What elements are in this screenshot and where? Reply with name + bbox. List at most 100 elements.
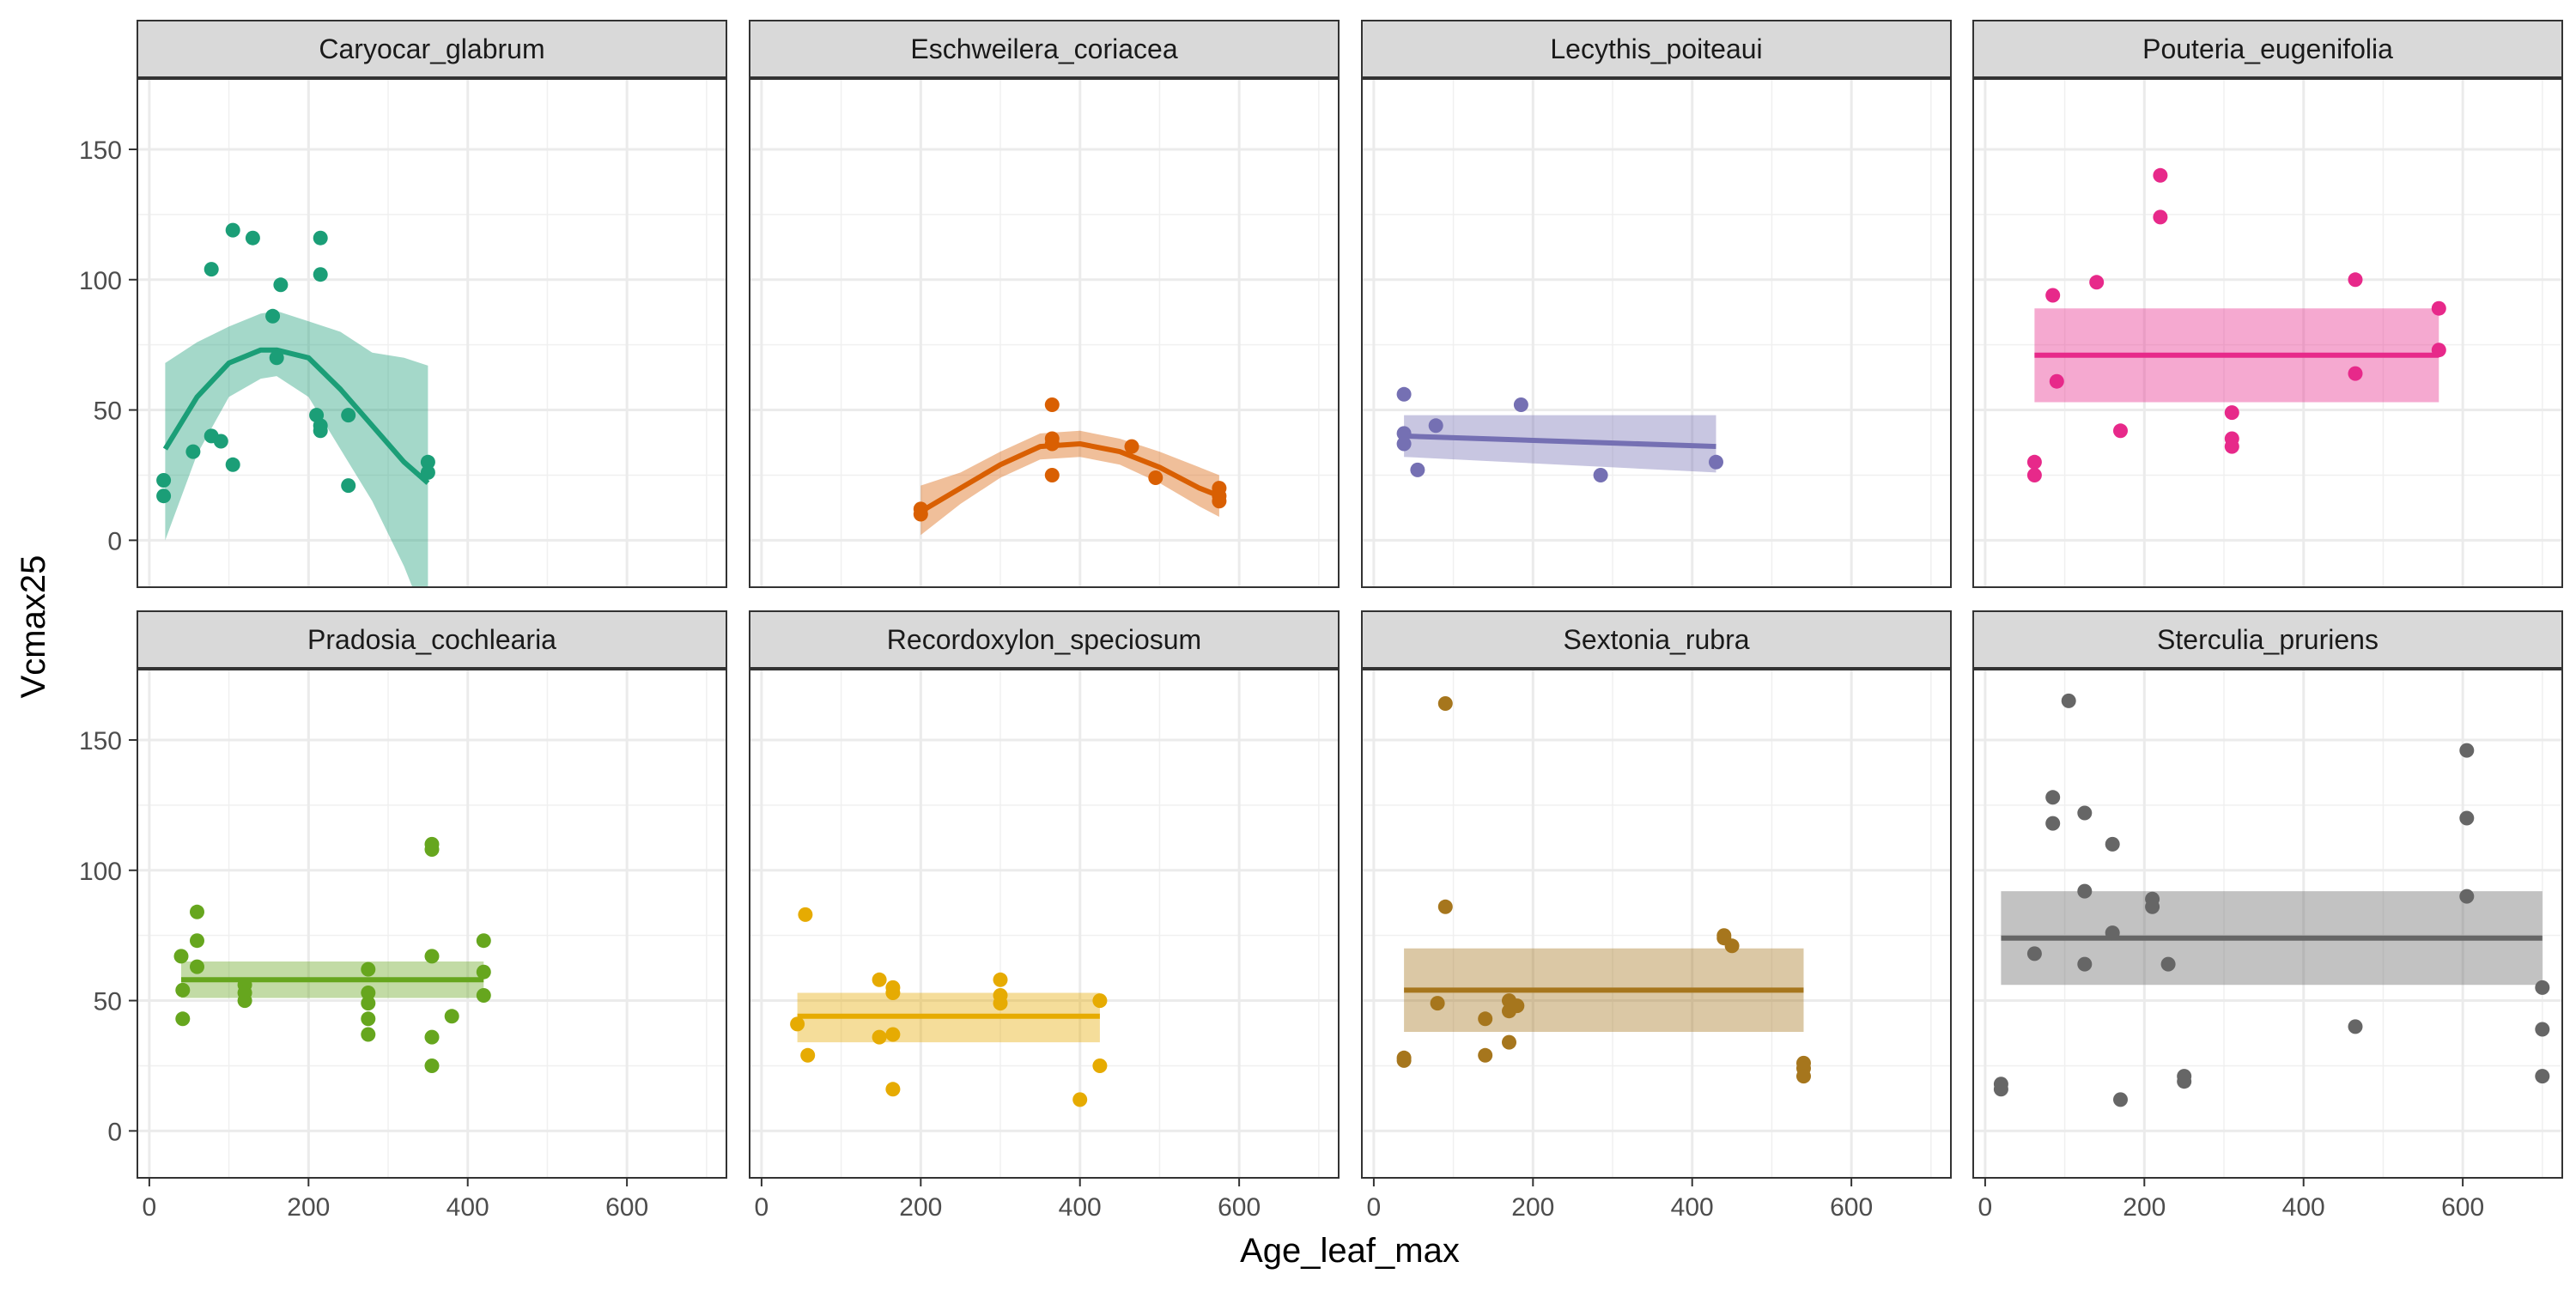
data-point [361,986,376,1000]
confidence-ribbon [165,311,428,587]
data-point [1148,470,1163,485]
data-point [2348,366,2363,381]
strip-title: Lecythis_poiteaui [1550,33,1762,64]
data-point [2105,836,2120,852]
data-point [2077,805,2093,821]
x-tick-label: 600 [1830,1193,1873,1222]
data-point [885,1082,901,1097]
data-point [1072,1092,1088,1107]
data-point [269,350,284,366]
data-point [175,982,191,998]
data-point [2077,883,2093,899]
panel-border [749,78,1340,588]
data-point [2026,946,2042,961]
panel-background [750,79,1339,587]
panel-border [1972,78,2563,588]
data-point [1044,468,1060,482]
strip-background [1972,20,2563,78]
strip-background [749,20,1340,78]
data-point [993,996,1008,1011]
data-point [476,964,491,980]
data-point [2535,1022,2550,1037]
data-point [913,506,928,522]
data-point [361,1027,376,1042]
strip-title: Sextonia_rubra [1563,624,1749,655]
data-point [1396,1052,1412,1068]
data-point [790,1016,805,1032]
data-point [204,262,219,277]
data-point [1396,386,1412,402]
y-tick-label: 150 [79,727,122,755]
x-tick-label: 600 [1218,1193,1261,1222]
data-point [2177,1074,2192,1089]
data-point [2113,423,2128,439]
panel-border [137,669,727,1179]
panel-background [137,79,726,587]
data-point [156,488,172,504]
data-point [885,1027,901,1042]
x-tick-label: 400 [2282,1193,2325,1222]
panel-content [1993,693,2550,1107]
data-point [800,1047,816,1063]
data-point [175,1011,191,1027]
data-point [185,444,201,459]
data-point [1993,1082,2008,1097]
panel-background [1362,670,1951,1178]
y-tick-label: 0 [107,1118,122,1146]
data-point [476,988,491,1003]
x-tick-label: 400 [1671,1193,1714,1222]
confidence-ribbon [920,430,1219,536]
data-point [1513,397,1528,412]
data-point [1044,397,1060,412]
data-point [1724,938,1740,954]
data-point [1796,1069,1811,1084]
data-point [313,267,328,282]
data-point [190,904,204,919]
data-point [173,949,189,964]
panel-border [1361,669,1952,1179]
x-tick-label: 0 [1978,1193,1993,1222]
panel-background [1362,79,1951,587]
panel-background [137,670,726,1178]
panel-content [156,222,435,587]
data-point [1092,993,1108,1009]
strip-title: Recordoxylon_speciosum [887,624,1201,655]
y-tick-label: 100 [79,858,122,886]
y-tick-label: 50 [94,397,122,426]
x-tick-label: 200 [287,1193,330,1222]
strip-title: Eschweilera_coriacea [910,33,1177,64]
facet-panel: Sterculia_pruriens 0 200 400 600 [1972,610,2563,1222]
data-point [798,907,813,922]
x-tick-label: 200 [2123,1193,2166,1222]
facet-panel: Lecythis_poiteaui [1361,20,1952,588]
fit-line [919,441,1220,514]
data-point [2045,816,2061,831]
data-point [156,473,172,488]
data-point [2045,790,2061,805]
data-point [361,961,376,977]
data-point [245,230,260,246]
data-point [2153,167,2168,183]
data-point [2049,373,2064,389]
x-tick-label: 400 [1059,1193,1102,1222]
data-point [1709,454,1723,470]
panel-content [173,836,491,1073]
data-point [2089,275,2105,290]
strip-background [1972,610,2563,669]
panel-background [750,670,1339,1178]
data-point [444,1009,459,1024]
data-point [225,457,240,472]
strip-title: Caryocar_glabrum [319,33,544,64]
data-point [872,1029,887,1045]
data-point [2145,899,2160,914]
y-axis-title: Vcmax25 [15,555,52,699]
panel-border [1361,78,1952,588]
data-point [2105,925,2120,941]
panel-border [1972,669,2563,1179]
facet-panel: Recordoxylon_speciosum 0 200 400 600 [749,610,1340,1222]
x-tick-label: 0 [143,1193,157,1222]
data-point [1092,1058,1108,1073]
fit-line [162,347,430,485]
strip-title: Pradosia_cochlearia [307,624,556,655]
